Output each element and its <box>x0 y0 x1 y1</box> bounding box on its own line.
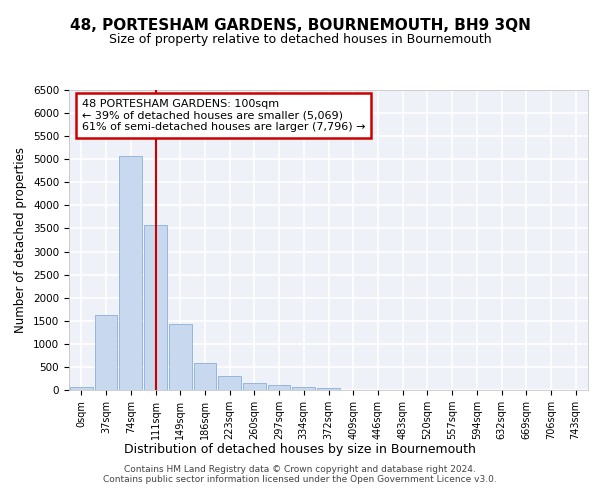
Text: 48, PORTESHAM GARDENS, BOURNEMOUTH, BH9 3QN: 48, PORTESHAM GARDENS, BOURNEMOUTH, BH9 … <box>70 18 530 32</box>
Bar <box>169 324 191 390</box>
Bar <box>292 388 315 390</box>
Text: Contains HM Land Registry data © Crown copyright and database right 2024.: Contains HM Land Registry data © Crown c… <box>124 466 476 474</box>
Text: 48 PORTESHAM GARDENS: 100sqm
← 39% of detached houses are smaller (5,069)
61% of: 48 PORTESHAM GARDENS: 100sqm ← 39% of de… <box>82 99 365 132</box>
Bar <box>119 156 142 390</box>
Text: Size of property relative to detached houses in Bournemouth: Size of property relative to detached ho… <box>109 32 491 46</box>
Bar <box>268 386 290 390</box>
Y-axis label: Number of detached properties: Number of detached properties <box>14 147 28 333</box>
Bar <box>70 386 93 390</box>
Text: Distribution of detached houses by size in Bournemouth: Distribution of detached houses by size … <box>124 442 476 456</box>
Bar <box>95 315 118 390</box>
Bar <box>194 363 216 390</box>
Bar <box>317 388 340 390</box>
Text: Contains public sector information licensed under the Open Government Licence v3: Contains public sector information licen… <box>103 476 497 484</box>
Bar <box>144 225 167 390</box>
Bar <box>218 376 241 390</box>
Bar <box>243 383 266 390</box>
